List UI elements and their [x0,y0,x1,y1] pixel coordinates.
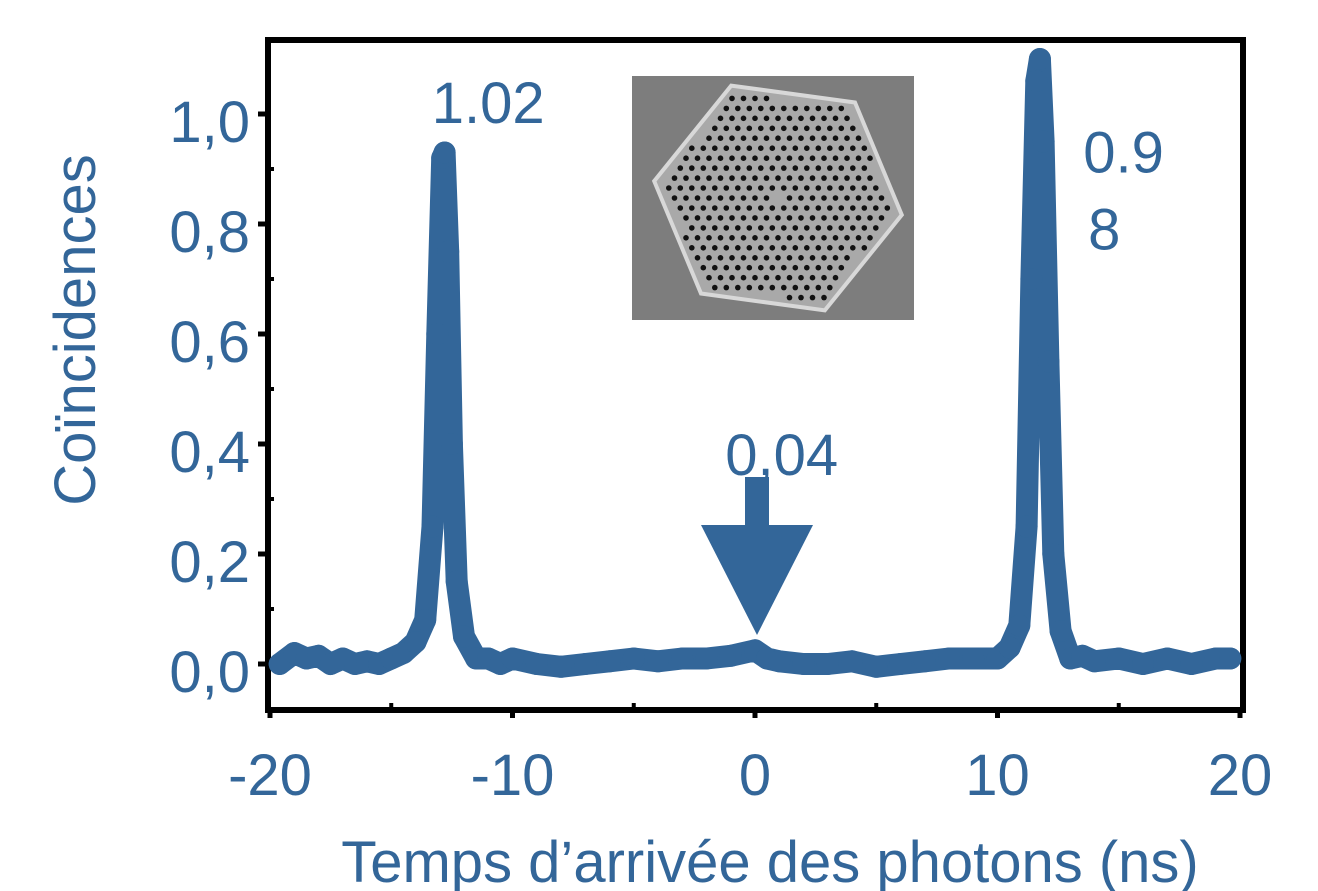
data-point [550,655,572,678]
data-point [962,647,985,670]
annotation-label: 8 [1088,198,1120,263]
y-tick-label: 0,8 [169,200,250,265]
annotation-label: 1.02 [432,71,545,136]
y-tick-label: 0,2 [169,530,250,595]
data-point [1037,350,1060,373]
data-point [938,647,960,670]
tick-labels: -20 -10 0 10 20 0,0 0,2 0,4 0,6 0,8 1,0 [169,90,1272,808]
inset-image [632,76,914,320]
data-point [647,650,669,673]
y-axis-label: Coïncidences [43,154,108,505]
data-point [525,653,548,675]
x-tick-label: -20 [228,743,312,808]
inset-crystal [651,83,905,313]
data-point [719,644,742,667]
data-point [1015,515,1038,538]
x-tick-label: 20 [1208,743,1273,808]
x-tick-label: 0 [739,743,771,808]
data-point [453,625,475,648]
data-point [1083,650,1106,673]
data-point [1032,130,1055,153]
data-point [437,240,460,263]
data-point [445,570,468,593]
data-point [1180,653,1203,675]
data-point [1008,614,1031,637]
data-point [998,636,1021,659]
data-point [598,650,621,673]
data-point [768,650,791,673]
data-point [1107,647,1130,670]
data-point [1219,647,1242,670]
annotation-label: 0,04 [725,423,838,488]
data-point [1132,653,1154,675]
annotation-label: 0.9 [1083,121,1164,186]
data-point [1049,620,1072,642]
series-layer [268,48,1242,678]
y-tick-label: 0,6 [169,310,250,375]
arrow-head [701,525,813,635]
data-point [671,647,694,670]
data-point [426,323,449,345]
data-point [501,647,524,670]
data-point [440,433,463,455]
x-tick-label: -10 [471,743,555,808]
annotations: 1.02 0.9 8 0,04 [432,71,1164,635]
data-point [1028,48,1051,70]
data-point [574,653,597,675]
data-point [433,141,456,164]
data-point [1025,70,1048,92]
data-point [841,650,863,673]
x-axis-label: Temps d’arrivée des photons (ns) [341,830,1199,891]
data-point [913,650,936,673]
y-tick-label: 0,0 [169,640,250,705]
data-point [792,653,815,675]
data-point [889,653,912,675]
data-point [404,631,427,653]
data-point [1156,647,1179,670]
data-point [695,647,718,670]
data-point [1020,268,1043,290]
ticks [258,111,1243,718]
x-tick-label: 10 [965,743,1030,808]
data-point [414,609,437,631]
arrow-shaft [745,477,769,527]
data-point [865,655,888,678]
data-point [1042,543,1065,565]
data-point [622,647,645,670]
data-point [816,653,839,675]
y-tick-label: 0,4 [169,420,250,485]
data-point [421,515,444,538]
y-tick-label: 1,0 [169,90,250,155]
inset-holes [666,95,891,301]
